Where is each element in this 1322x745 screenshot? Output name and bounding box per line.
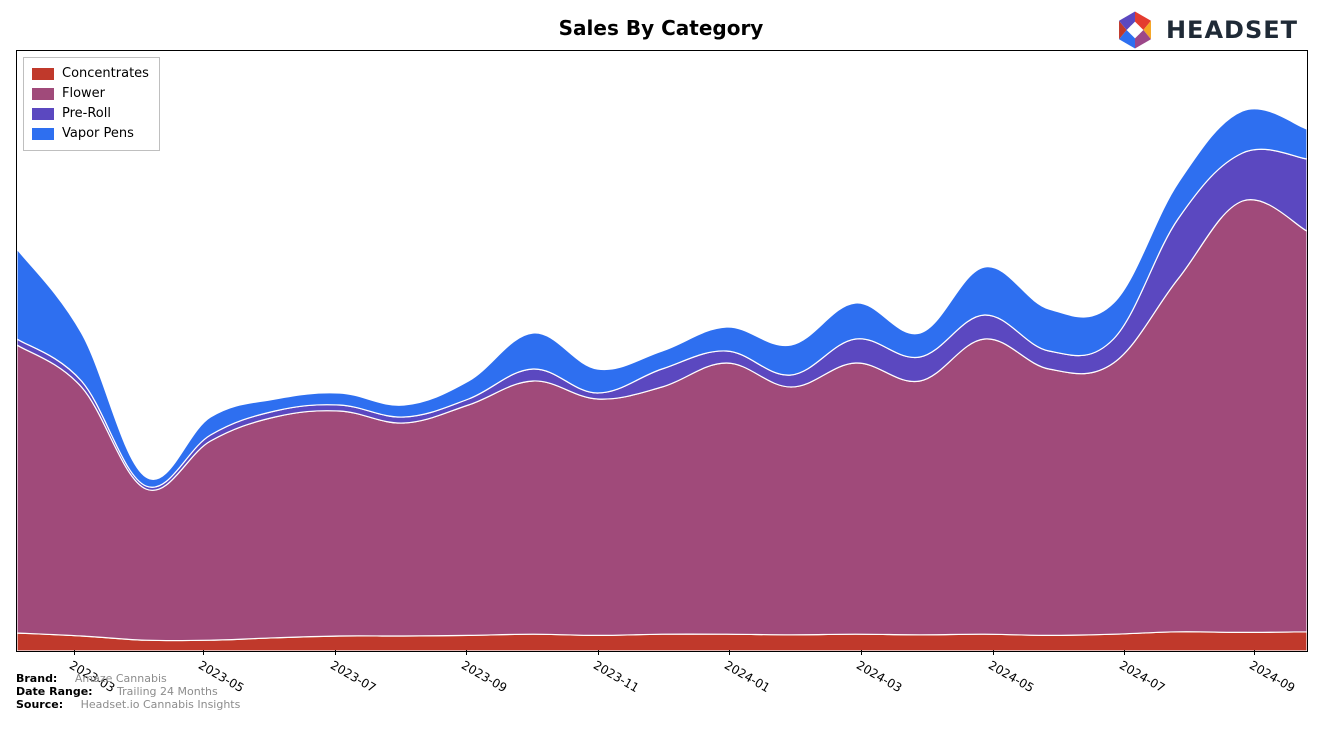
- headset-logo-icon: [1114, 9, 1156, 51]
- chart-legend: ConcentratesFlowerPre-RollVapor Pens: [23, 57, 160, 151]
- legend-swatch: [32, 108, 54, 120]
- legend-label: Pre-Roll: [62, 104, 111, 124]
- x-tick-mark: [466, 650, 467, 655]
- footer-date: Date Range: Trailing 24 Months: [16, 685, 240, 698]
- headset-logo: HEADSET: [1114, 6, 1298, 54]
- x-tick-mark: [729, 650, 730, 655]
- x-tick-label: 2024-07: [1117, 658, 1167, 695]
- footer-brand-value: Amaze Cannabis: [75, 672, 167, 685]
- footer-source-label: Source:: [16, 698, 63, 711]
- x-tick-mark: [74, 650, 75, 655]
- legend-label: Concentrates: [62, 64, 149, 84]
- footer-brand-label: Brand:: [16, 672, 57, 685]
- x-tick-mark: [861, 650, 862, 655]
- x-tick-label: 2024-05: [986, 658, 1036, 695]
- headset-logo-text: HEADSET: [1166, 16, 1298, 44]
- x-tick-mark: [993, 650, 994, 655]
- footer-source-value: Headset.io Cannabis Insights: [81, 698, 241, 711]
- area-chart: [17, 51, 1307, 651]
- footer-brand: Brand: Amaze Cannabis: [16, 672, 240, 685]
- x-tick-label: 2023-11: [591, 658, 641, 695]
- x-tick-label: 2024-01: [722, 658, 772, 695]
- legend-label: Flower: [62, 84, 105, 104]
- legend-item: Vapor Pens: [32, 124, 149, 144]
- chart-plot-area: ConcentratesFlowerPre-RollVapor Pens: [16, 50, 1308, 652]
- x-tick-mark: [335, 650, 336, 655]
- footer-source: Source: Headset.io Cannabis Insights: [16, 698, 240, 711]
- x-tick-mark: [1124, 650, 1125, 655]
- legend-label: Vapor Pens: [62, 124, 134, 144]
- chart-footer: Brand: Amaze Cannabis Date Range: Traili…: [16, 672, 240, 711]
- x-tick-label: 2023-07: [328, 658, 378, 695]
- container: { "title": "Sales By Category", "title_f…: [0, 0, 1322, 745]
- x-tick-mark: [203, 650, 204, 655]
- x-tick-label: 2023-09: [459, 658, 509, 695]
- legend-item: Flower: [32, 84, 149, 104]
- footer-date-label: Date Range:: [16, 685, 93, 698]
- legend-item: Pre-Roll: [32, 104, 149, 124]
- x-tick-label: 2024-09: [1247, 658, 1297, 695]
- legend-swatch: [32, 68, 54, 80]
- footer-date-value: Trailing 24 Months: [117, 685, 218, 698]
- legend-item: Concentrates: [32, 64, 149, 84]
- legend-swatch: [32, 128, 54, 140]
- x-tick-mark: [1254, 650, 1255, 655]
- x-tick-mark: [598, 650, 599, 655]
- x-tick-label: 2024-03: [854, 658, 904, 695]
- legend-swatch: [32, 88, 54, 100]
